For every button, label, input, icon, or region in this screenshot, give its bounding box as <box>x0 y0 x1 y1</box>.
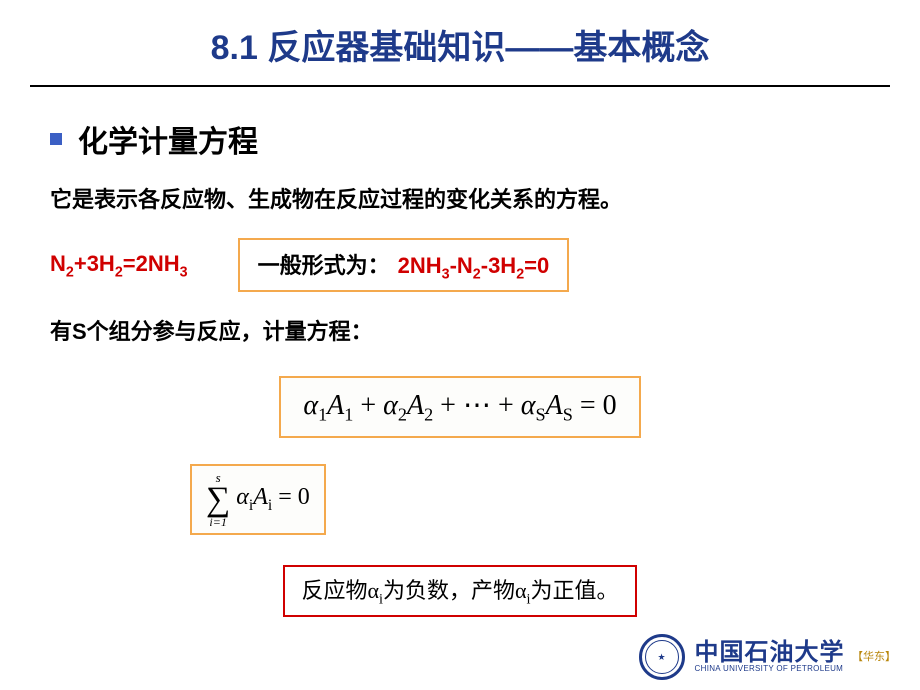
university-seal-icon: ★ <box>639 634 685 680</box>
university-text: 中国石油大学 【华东】 CHINA UNIVERSITY OF PETROLEU… <box>695 641 896 673</box>
university-name-en: CHINA UNIVERSITY OF PETROLEUM <box>695 665 896 673</box>
summation-equation: s ∑ i=1 αiAi = 0 <box>190 464 870 535</box>
equation-row: N2+3H2=2NH3 一般形式为： 2NH3-N2-3H2=0 <box>50 238 870 292</box>
slide-title: 8.1 反应器基础知识——基本概念 <box>0 0 920 79</box>
math-box-sum: s ∑ i=1 αiAi = 0 <box>190 464 326 535</box>
section-header: 化学计量方程 <box>50 117 870 161</box>
note-box: 反应物αi为负数，产物αi为正值。 <box>283 565 636 616</box>
bullet-icon <box>50 133 62 145</box>
university-tag: 【华东】 <box>852 651 896 663</box>
s-components-text: 有S个组分参与反应，计量方程： <box>50 314 870 346</box>
content-area: 化学计量方程 它是表示各反应物、生成物在反应过程的变化关系的方程。 N2+3H2… <box>0 87 920 617</box>
sigma-icon: s ∑ i=1 <box>206 472 230 527</box>
section-description: 它是表示各反应物、生成物在反应过程的变化关系的方程。 <box>50 183 870 216</box>
general-form-box: 一般形式为： 2NH3-N2-3H2=0 <box>238 238 570 292</box>
note-row: 反应物αi为负数，产物αi为正值。 <box>50 565 870 616</box>
math-box-general: α1A1 + α2A2 + ⋯ + αSAS = 0 <box>279 376 640 438</box>
general-form-label: 一般形式为： <box>258 248 390 280</box>
university-name-cn: 中国石油大学 <box>695 640 845 666</box>
general-stoich-equation: α1A1 + α2A2 + ⋯ + αSAS = 0 <box>50 376 870 438</box>
footer-branding: ★ 中国石油大学 【华东】 CHINA UNIVERSITY OF PETROL… <box>639 634 896 680</box>
example-equation: N2+3H2=2NH3 <box>50 251 188 280</box>
general-form-formula: 2NH3-N2-3H2=0 <box>398 253 550 282</box>
section-heading: 化学计量方程 <box>78 117 258 161</box>
